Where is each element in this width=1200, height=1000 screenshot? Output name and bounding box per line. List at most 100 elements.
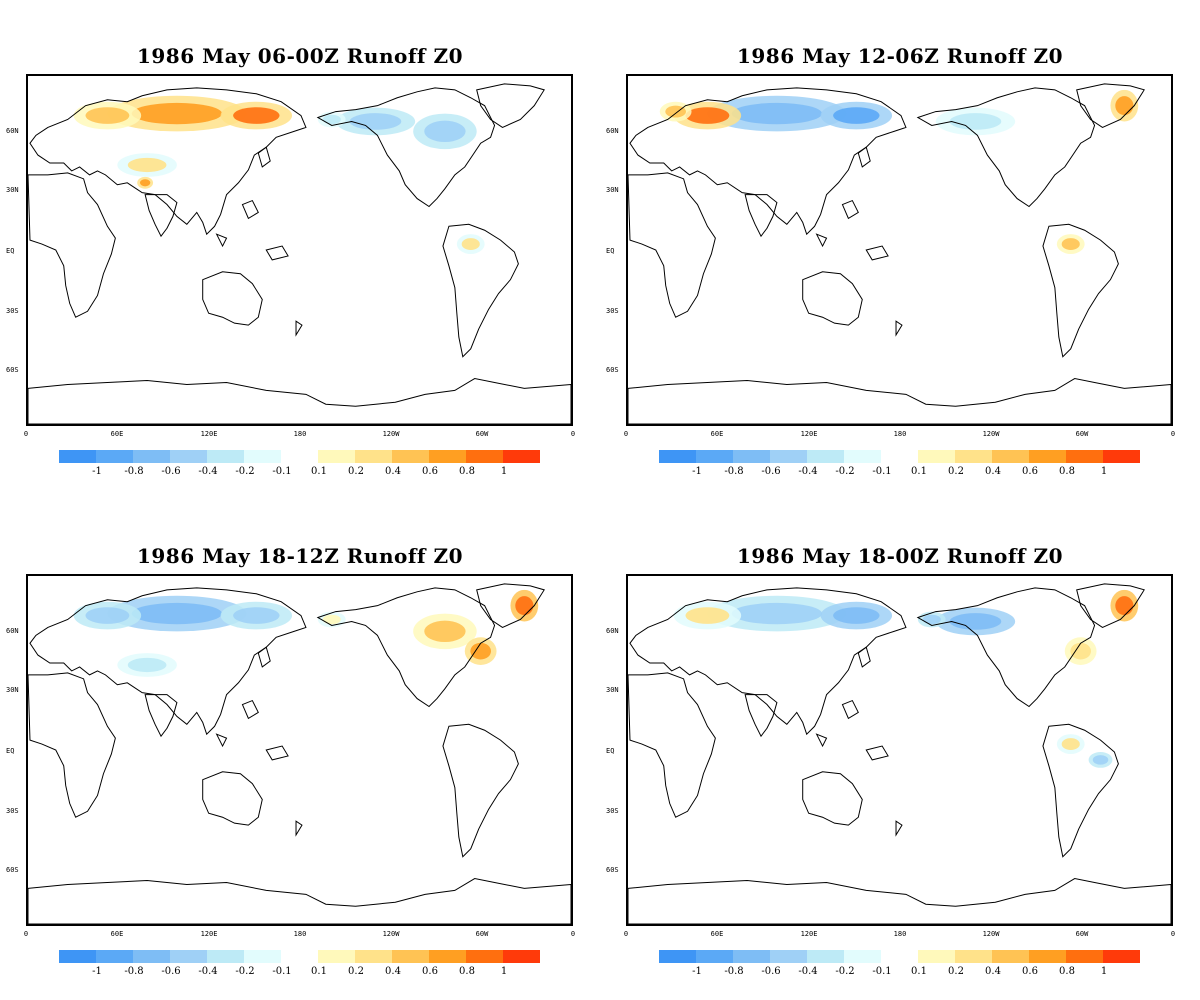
colorbar-label: 0.1 [311,466,327,477]
anomaly-patch-canada-west [935,107,1016,136]
colorbar-label: -0.4 [198,466,218,477]
colorbar-swatch [392,950,429,963]
colorbar-label: -1 [692,966,702,977]
lon-tick-label: 120E [800,930,818,938]
lon-tick-label: 0 [23,930,29,938]
lat-tick-label: 60S [6,866,19,874]
map-panel: 1986 May 18-12Z Runoff Z0 60N 30N EQ 30S 60S 0… [0,500,600,1000]
colorbar-label: 0.1 [911,466,927,477]
colorbar-label: -0.4 [198,966,218,977]
coastline [28,878,571,924]
lat-tick-label: 60N [606,127,619,135]
anomaly-patch-quebec [1064,637,1097,665]
lon-tick-label: 0 [23,430,29,438]
colorbar-swatch [1103,950,1140,963]
anomaly-patch-greenland-east [1110,89,1139,122]
colorbar-swatch [96,450,133,463]
coastline [295,820,303,837]
lat-tick-label: EQ [6,747,15,755]
lon-tick-label: 0 [1170,930,1176,938]
coastline [744,694,778,738]
coastline [628,878,1171,924]
coastline [815,233,828,248]
lon-tick-label: 60W [1075,430,1089,438]
colorbar-label: 1 [1100,966,1108,977]
colorbar-label: -1 [692,466,702,477]
lat-tick-label: 60N [6,127,19,135]
colorbar-swatch [1029,950,1066,963]
panel-title: 1986 May 06-00Z Runoff Z0 [136,44,464,68]
coastline [257,146,271,168]
colorbar-swatch [696,950,733,963]
colorbar-swatch [318,450,355,463]
colorbar-swatch [244,450,281,463]
lat-tick-label: EQ [606,247,615,255]
anomaly-patch-west-russia [673,601,742,630]
coastline [316,587,496,708]
panel-title: 1986 May 18-12Z Runoff Z0 [136,544,464,568]
colorbar-label: -0.1 [272,466,292,477]
lon-tick-label: 0 [623,430,629,438]
colorbar-swatch [170,450,207,463]
lat-tick-label: EQ [6,247,15,255]
anomaly-patch-canada-east [413,113,477,150]
coastline [1076,583,1145,628]
lat-tick-label: 60S [6,366,19,374]
colorbar-label: -0.2 [235,466,255,477]
coastline [865,745,889,761]
coastline [28,378,571,424]
coastline [241,699,259,720]
coastline [628,672,716,818]
anomaly-patch-east-siberia [820,601,893,630]
coastline [202,271,263,326]
anomaly-patch-west-russia [73,101,142,130]
colorbar-swatch [59,450,96,463]
colorbar-label: -0.6 [761,966,781,977]
coastline [29,587,307,736]
colorbar-swatch [503,450,540,463]
coastline [916,587,1096,708]
panel-title: 1986 May 18-00Z Runoff Z0 [736,544,1064,568]
lat-tick-label: 30S [606,807,619,815]
lon-tick-label: 180 [293,430,307,438]
coastline [202,771,263,826]
anomaly-patch-siberia [707,595,847,632]
map-panel: 1986 May 06-00Z Runoff Z0 60N 30N EQ 30S 60S 0… [0,0,600,500]
colorbar-label: -0.8 [724,966,744,977]
colorbar-label: 0.2 [948,466,964,477]
lon-tick-label: 0 [623,930,629,938]
lat-tick-label: 30N [6,686,19,694]
colorbar-label: 0.8 [459,966,475,977]
colorbar-label: 0.4 [385,466,401,477]
colorbar-label: 0.4 [385,966,401,977]
colorbar-label: 0.2 [348,466,364,477]
map-canvas [628,83,1171,424]
colorbar-label: 0.6 [422,966,438,977]
colorbar-label: 0.6 [1022,966,1038,977]
colorbar-swatch [918,450,955,463]
colorbar-swatch [918,950,955,963]
colorbar-label: -1 [92,966,102,977]
coastline [295,320,303,337]
colorbar-swatch [807,950,844,963]
map-canvas [628,583,1171,924]
colorbar-swatch [1066,950,1103,963]
anomaly-patch-central-asia [117,153,177,177]
colorbar-label: -0.6 [161,466,181,477]
colorbar-label: 0.2 [348,966,364,977]
coastline [144,194,178,238]
coastline [442,723,519,858]
coastline [895,320,903,337]
colorbar-swatch [770,950,807,963]
panel-title: 1986 May 12-06Z Runoff Z0 [736,44,1064,68]
anomaly-patch-canada-east [413,613,477,650]
colorbar-label: -0.6 [761,466,781,477]
colorbar-label: -0.6 [161,966,181,977]
coastline [215,233,228,248]
coastline [857,646,871,668]
colorbar-label: -0.8 [124,466,144,477]
colorbar-label: -0.2 [835,966,855,977]
anomaly-patch-siberia [707,95,847,132]
colorbar-swatch [1103,450,1140,463]
coastline [841,199,859,220]
